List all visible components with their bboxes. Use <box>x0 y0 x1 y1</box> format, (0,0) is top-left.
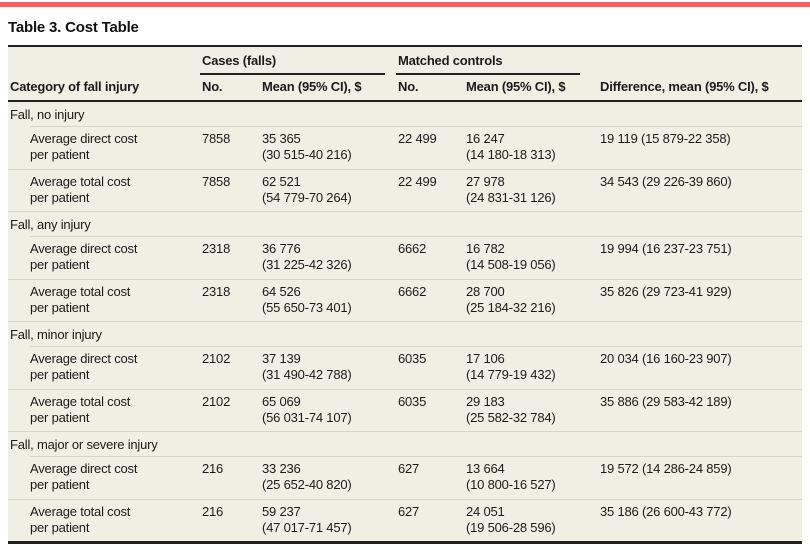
column-header-row: Category of fall injury No. Mean (95% CI… <box>8 75 802 100</box>
cell-controls-no: 627 <box>398 461 420 476</box>
cell-cases-mean: 35 365 (30 515-40 216) <box>262 131 352 162</box>
cell-cases-no: 216 <box>202 461 224 476</box>
section-header: Fall, minor injury <box>8 322 802 347</box>
cell-controls-no: 6662 <box>398 284 427 299</box>
section-header: Fall, major or severe injury <box>8 432 802 457</box>
group-header-row: Cases (falls) Matched controls <box>8 52 802 75</box>
group-header-controls: Matched controls <box>396 52 580 75</box>
cell-cases-no: 2318 <box>202 284 231 299</box>
cell-cases-mean: 33 236 (25 652-40 820) <box>262 461 352 492</box>
cell-controls-mean: 24 051 (19 506-28 596) <box>466 504 556 535</box>
cell-difference: 19 572 (14 286-24 859) <box>600 461 732 476</box>
cell-cases-mean: 59 237 (47 017-71 457) <box>262 504 352 535</box>
table-row: Average direct cost per patient 216 33 2… <box>8 457 802 499</box>
cell-category: Average direct cost per patient <box>30 241 138 272</box>
table-row: Average total cost per patient 7858 62 5… <box>8 169 802 211</box>
cell-cases-no: 7858 <box>202 131 231 146</box>
cell-cases-no: 7858 <box>202 174 231 189</box>
section-header-label: Fall, major or severe injury <box>10 437 158 452</box>
cell-controls-mean: 16 247 (14 180-18 313) <box>466 131 556 162</box>
cell-cases-mean: 62 521 (54 779-70 264) <box>262 174 352 205</box>
cell-controls-no: 22 499 <box>398 131 437 146</box>
column-header-difference: Difference, mean (95% CI), $ <box>600 79 769 94</box>
table-row: Average direct cost per patient 7858 35 … <box>8 127 802 169</box>
cell-difference: 34 543 (29 226-39 860) <box>600 174 732 189</box>
table-row: Average direct cost per patient 2102 37 … <box>8 347 802 389</box>
table-section: Fall, no injury Average direct cost per … <box>8 102 802 211</box>
cell-difference: 19 994 (16 237-23 751) <box>600 241 732 256</box>
group-header-spacer <box>8 52 200 75</box>
cell-difference: 19 119 (15 879-22 358) <box>600 131 731 146</box>
cell-difference: 35 886 (29 583-42 189) <box>600 394 732 409</box>
column-header-controls-no: No. <box>398 79 419 94</box>
cell-difference: 35 826 (29 723-41 929) <box>600 284 732 299</box>
table-body: Fall, no injury Average direct cost per … <box>8 102 802 541</box>
cell-controls-mean: 17 106 (14 779-19 432) <box>466 351 556 382</box>
cell-category: Average total cost per patient <box>30 504 131 535</box>
cell-category: Average direct cost per patient <box>30 461 138 492</box>
group-header-controls-label: Matched controls <box>398 53 503 68</box>
group-header-cases: Cases (falls) <box>200 52 385 75</box>
cell-controls-mean: 28 700 (25 184-32 216) <box>466 284 556 315</box>
cell-cases-no: 2102 <box>202 351 231 366</box>
cell-controls-mean: 16 782 (14 508-19 056) <box>466 241 556 272</box>
table-row: Average total cost per patient 216 59 23… <box>8 499 802 541</box>
column-header-cases-mean: Mean (95% CI), $ <box>262 79 362 94</box>
cell-difference: 35 186 (26 600-43 772) <box>600 504 732 519</box>
cell-cases-mean: 37 139 (31 490-42 788) <box>262 351 352 382</box>
cell-cases-mean: 65 069 (56 031-74 107) <box>262 394 352 425</box>
table-header: Cases (falls) Matched controls Category … <box>8 47 802 102</box>
cost-table: Cases (falls) Matched controls Category … <box>8 45 802 544</box>
section-header: Fall, any injury <box>8 212 802 237</box>
cell-controls-no: 6035 <box>398 351 427 366</box>
cell-cases-no: 216 <box>202 504 224 519</box>
cell-category: Average total cost per patient <box>30 284 131 315</box>
cell-category: Average direct cost per patient <box>30 131 138 162</box>
table-row: Average total cost per patient 2102 65 0… <box>8 389 802 431</box>
cell-category: Average total cost per patient <box>30 174 131 205</box>
cell-controls-no: 6035 <box>398 394 427 409</box>
group-header-cases-label: Cases (falls) <box>202 53 276 68</box>
table-section: Fall, any injury Average direct cost per… <box>8 211 802 321</box>
cell-controls-mean: 27 978 (24 831-31 126) <box>466 174 556 205</box>
section-header-label: Fall, no injury <box>10 107 85 122</box>
column-header-cases-no: No. <box>202 79 223 94</box>
table-section: Fall, minor injury Average direct cost p… <box>8 321 802 431</box>
section-header: Fall, no injury <box>8 102 802 127</box>
cell-controls-no: 6662 <box>398 241 427 256</box>
section-header-label: Fall, any injury <box>10 217 91 232</box>
table-title: Table 3. Cost Table <box>8 19 139 36</box>
cell-controls-mean: 13 664 (10 800-16 527) <box>466 461 556 492</box>
column-header-category: Category of fall injury <box>10 79 140 94</box>
page-content: Table 3. Cost Table Cases (falls) Matche… <box>0 7 810 544</box>
section-header-label: Fall, minor injury <box>10 327 102 342</box>
table-section: Fall, major or severe injury Average dir… <box>8 431 802 541</box>
cell-controls-mean: 29 183 (25 582-32 784) <box>466 394 556 425</box>
cell-cases-mean: 64 526 (55 650-73 401) <box>262 284 352 315</box>
cell-cases-mean: 36 776 (31 225-42 326) <box>262 241 352 272</box>
cell-cases-no: 2102 <box>202 394 231 409</box>
cell-category: Average direct cost per patient <box>30 351 138 382</box>
column-header-controls-mean: Mean (95% CI), $ <box>466 79 566 94</box>
group-header-spacer <box>598 52 802 75</box>
accent-bar <box>0 2 810 7</box>
cell-cases-no: 2318 <box>202 241 231 256</box>
cell-category: Average total cost per patient <box>30 394 131 425</box>
table-row: Average total cost per patient 2318 64 5… <box>8 279 802 321</box>
cell-controls-no: 22 499 <box>398 174 437 189</box>
table-row: Average direct cost per patient 2318 36 … <box>8 237 802 279</box>
cell-controls-no: 627 <box>398 504 420 519</box>
cell-difference: 20 034 (16 160-23 907) <box>600 351 732 366</box>
